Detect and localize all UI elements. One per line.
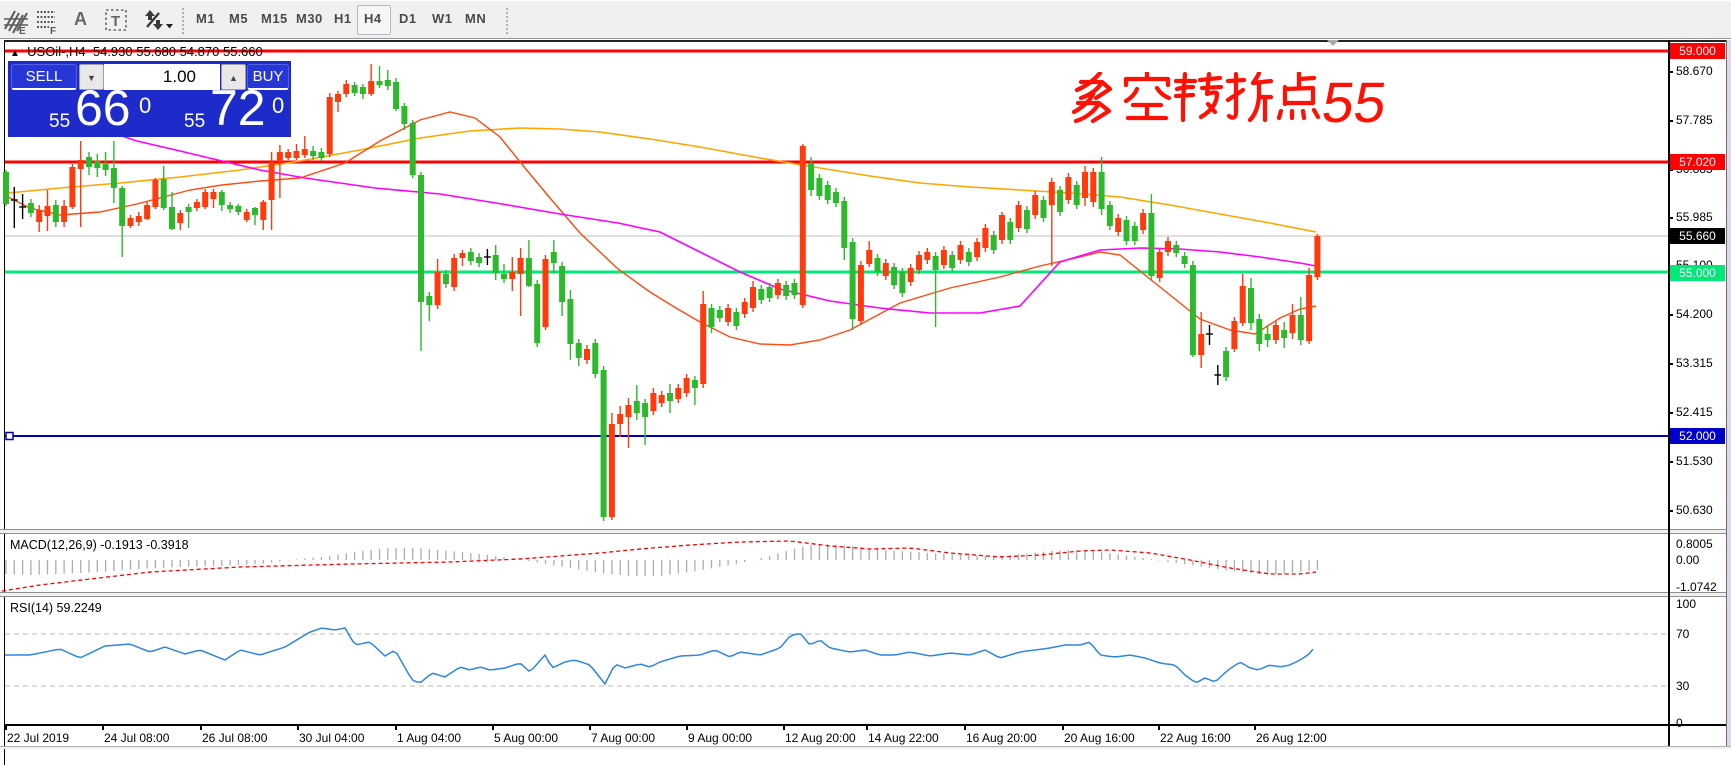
svg-text:F: F — [50, 26, 56, 35]
svg-text:E: E — [19, 26, 26, 35]
svg-text:T: T — [111, 13, 120, 30]
svg-text:55: 55 — [1318, 72, 1390, 128]
